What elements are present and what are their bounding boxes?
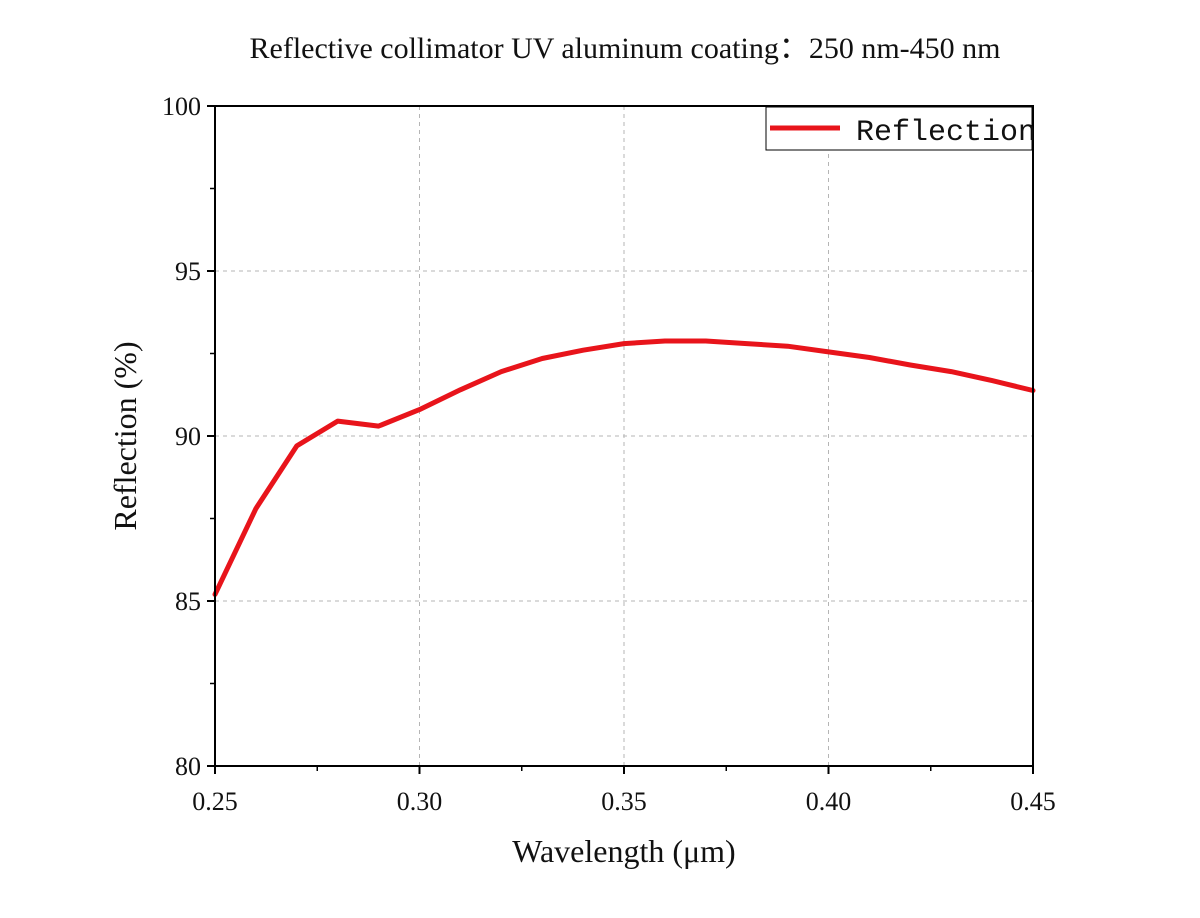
y-tick-label: 90 bbox=[175, 422, 201, 451]
x-tick-label: 0.25 bbox=[192, 787, 238, 816]
grid-lines bbox=[215, 106, 1033, 766]
x-axis-label: Wavelength (μm) bbox=[512, 833, 735, 869]
x-tick-label: 0.35 bbox=[601, 787, 647, 816]
x-tick-label: 0.40 bbox=[806, 787, 852, 816]
legend: Reflection bbox=[765, 106, 1036, 151]
chart-title: Reflective collimator UV aluminum coatin… bbox=[250, 32, 1001, 65]
x-tick-label: 0.45 bbox=[1010, 787, 1056, 816]
y-tick-label: 85 bbox=[175, 587, 201, 616]
x-tick-label: 0.30 bbox=[397, 787, 443, 816]
series-line-reflection bbox=[212, 338, 1036, 597]
y-axis-label: Reflection (%) bbox=[107, 341, 143, 530]
y-tick-label: 95 bbox=[175, 257, 201, 286]
axis-ticks: 0.25 0.30 0.35 0.40 0.45 80 85 90 95 100 bbox=[162, 92, 1056, 816]
legend-label-reflection: Reflection bbox=[856, 116, 1036, 150]
y-tick-label: 80 bbox=[175, 752, 201, 781]
y-tick-label: 100 bbox=[162, 92, 201, 121]
